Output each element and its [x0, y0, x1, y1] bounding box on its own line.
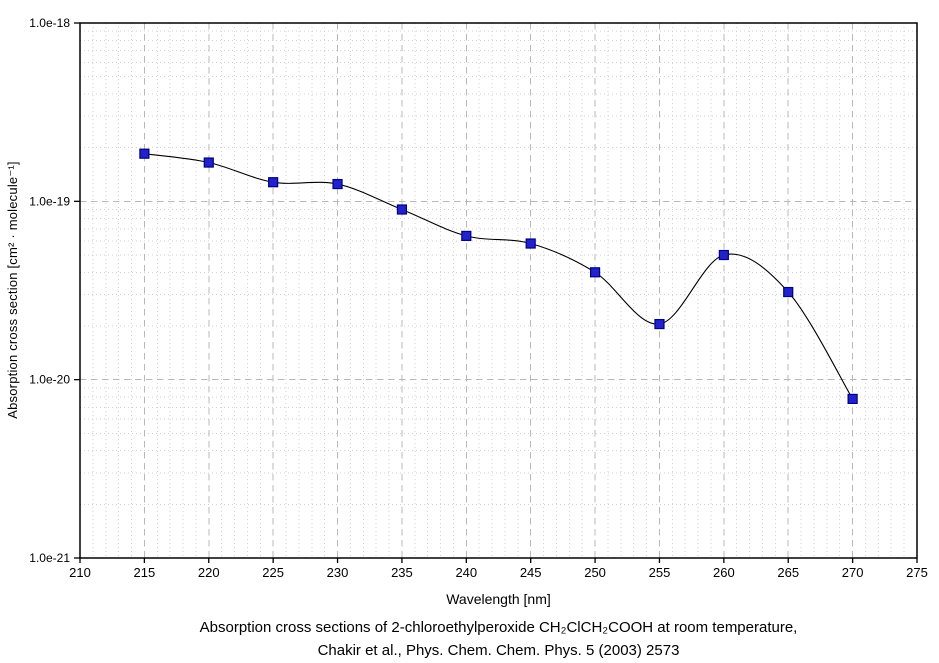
x-tick-label: 245 — [520, 565, 542, 580]
x-tick-label: 220 — [198, 565, 220, 580]
tick-labels: 210 215 220 225 230 235 240 245 250 255 260 265 270 2… — [29, 16, 928, 580]
x-tick-label: 235 — [391, 565, 413, 580]
caption-line-1: Absorption cross sections of 2-chloroeth… — [199, 619, 798, 636]
x-tick-label: 240 — [455, 565, 477, 580]
axis-frame — [79, 22, 918, 559]
data-point-marker — [847, 393, 858, 405]
x-tick-label: 210 — [69, 565, 91, 580]
data-point-marker — [203, 157, 214, 168]
y-tick-label: 1.0e-19 — [29, 194, 70, 208]
x-tick-label: 265 — [777, 565, 799, 580]
data-point-marker — [525, 238, 536, 249]
data-point-marker — [654, 318, 665, 330]
y-tick-label: 1.0e-21 — [29, 551, 70, 565]
x-tick-label: 270 — [842, 565, 864, 580]
data-point-marker — [332, 178, 343, 190]
caption-line-2: Chakir et al., Phys. Chem. Chem. Phys. 5… — [317, 642, 680, 659]
data-point-marker — [718, 249, 729, 261]
y-axis-label: Absorption cross section [cm² · molecule… — [5, 161, 20, 419]
data-curve — [144, 153, 854, 400]
data-point-markers — [139, 148, 858, 405]
x-tick-label: 275 — [906, 565, 928, 580]
x-tick-label: 250 — [584, 565, 606, 580]
data-point-marker — [396, 204, 408, 215]
data-point-marker — [268, 177, 279, 188]
x-tick-label: 255 — [649, 565, 671, 580]
axis-ticks — [74, 22, 918, 563]
data-point-marker — [139, 148, 150, 159]
x-tick-label: 230 — [327, 565, 349, 580]
caption: Absorption cross sections of 2-chloroeth… — [80, 616, 917, 662]
y-tick-label: 1.0e-18 — [29, 16, 70, 30]
data-point-marker — [783, 286, 794, 298]
x-tick-label: 260 — [713, 565, 735, 580]
data-point-marker — [461, 230, 472, 241]
data-point-marker — [589, 267, 601, 278]
x-tick-label: 215 — [134, 565, 156, 580]
x-axis-label: Wavelength [nm] — [446, 591, 551, 607]
y-tick-label: 1.0e-20 — [29, 373, 70, 387]
x-tick-label: 225 — [262, 565, 284, 580]
gridlines-major — [80, 23, 917, 558]
